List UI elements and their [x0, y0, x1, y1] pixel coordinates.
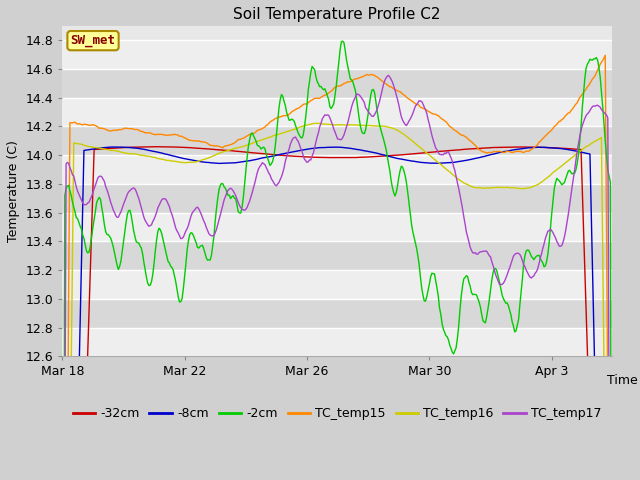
- TC_temp15: [562, 113, 570, 119]
- TC_temp15: [100, 126, 108, 132]
- -2cm: [494, 274, 502, 279]
- Title: Soil Temperature Profile C2: Soil Temperature Profile C2: [233, 7, 441, 22]
- TC_temp17: [483, 248, 490, 254]
- TC_temp15: [602, 52, 609, 58]
- TC_temp16: [441, 165, 449, 171]
- TC_temp15: [481, 150, 489, 156]
- TC_temp17: [494, 278, 502, 284]
- Bar: [62, 98, 612, 126]
- Bar: [62, 40, 612, 69]
- TC_temp17: [385, 72, 392, 78]
- TC_temp16: [314, 120, 321, 126]
- Legend: -32cm, -8cm, -2cm, TC_temp15, TC_temp16, TC_temp17: -32cm, -8cm, -2cm, TC_temp15, TC_temp16,…: [67, 402, 606, 425]
- Bar: [62, 155, 612, 184]
- -32cm: [563, 145, 571, 151]
- Line: TC_temp16: TC_temp16: [62, 123, 612, 480]
- Bar: [62, 184, 612, 213]
- Bar: [62, 299, 612, 327]
- -32cm: [150, 144, 158, 150]
- -2cm: [483, 313, 490, 319]
- TC_temp17: [441, 150, 449, 156]
- Y-axis label: Temperature (C): Temperature (C): [7, 140, 20, 242]
- Line: TC_temp15: TC_temp15: [62, 55, 612, 480]
- -2cm: [378, 132, 386, 137]
- Text: SW_met: SW_met: [70, 34, 115, 47]
- TC_temp16: [563, 159, 571, 165]
- -8cm: [378, 152, 386, 157]
- -8cm: [111, 144, 118, 150]
- Bar: [62, 270, 612, 299]
- -2cm: [339, 38, 346, 44]
- TC_temp15: [377, 77, 385, 83]
- -32cm: [494, 144, 502, 150]
- TC_temp17: [100, 179, 108, 184]
- -8cm: [494, 150, 502, 156]
- -32cm: [483, 145, 490, 151]
- TC_temp16: [100, 146, 108, 152]
- X-axis label: Time: Time: [607, 374, 638, 387]
- -32cm: [378, 153, 386, 159]
- -2cm: [100, 222, 108, 228]
- TC_temp15: [493, 149, 500, 155]
- Bar: [62, 241, 612, 270]
- Bar: [62, 69, 612, 98]
- TC_temp16: [378, 123, 386, 129]
- Line: TC_temp17: TC_temp17: [62, 75, 612, 480]
- -32cm: [100, 146, 108, 152]
- TC_temp15: [440, 117, 447, 123]
- -8cm: [441, 160, 449, 166]
- TC_temp16: [483, 185, 490, 191]
- Bar: [62, 126, 612, 155]
- TC_temp17: [377, 93, 385, 98]
- -32cm: [441, 148, 449, 154]
- TC_temp16: [494, 184, 502, 190]
- -8cm: [483, 153, 490, 158]
- Bar: [62, 327, 612, 356]
- TC_temp17: [563, 220, 571, 226]
- Line: -32cm: -32cm: [62, 147, 612, 480]
- Line: -8cm: -8cm: [62, 147, 612, 480]
- Bar: [62, 213, 612, 241]
- -8cm: [563, 146, 571, 152]
- Line: -2cm: -2cm: [62, 41, 612, 480]
- -2cm: [563, 172, 571, 178]
- -8cm: [100, 144, 108, 150]
- -2cm: [441, 330, 449, 336]
